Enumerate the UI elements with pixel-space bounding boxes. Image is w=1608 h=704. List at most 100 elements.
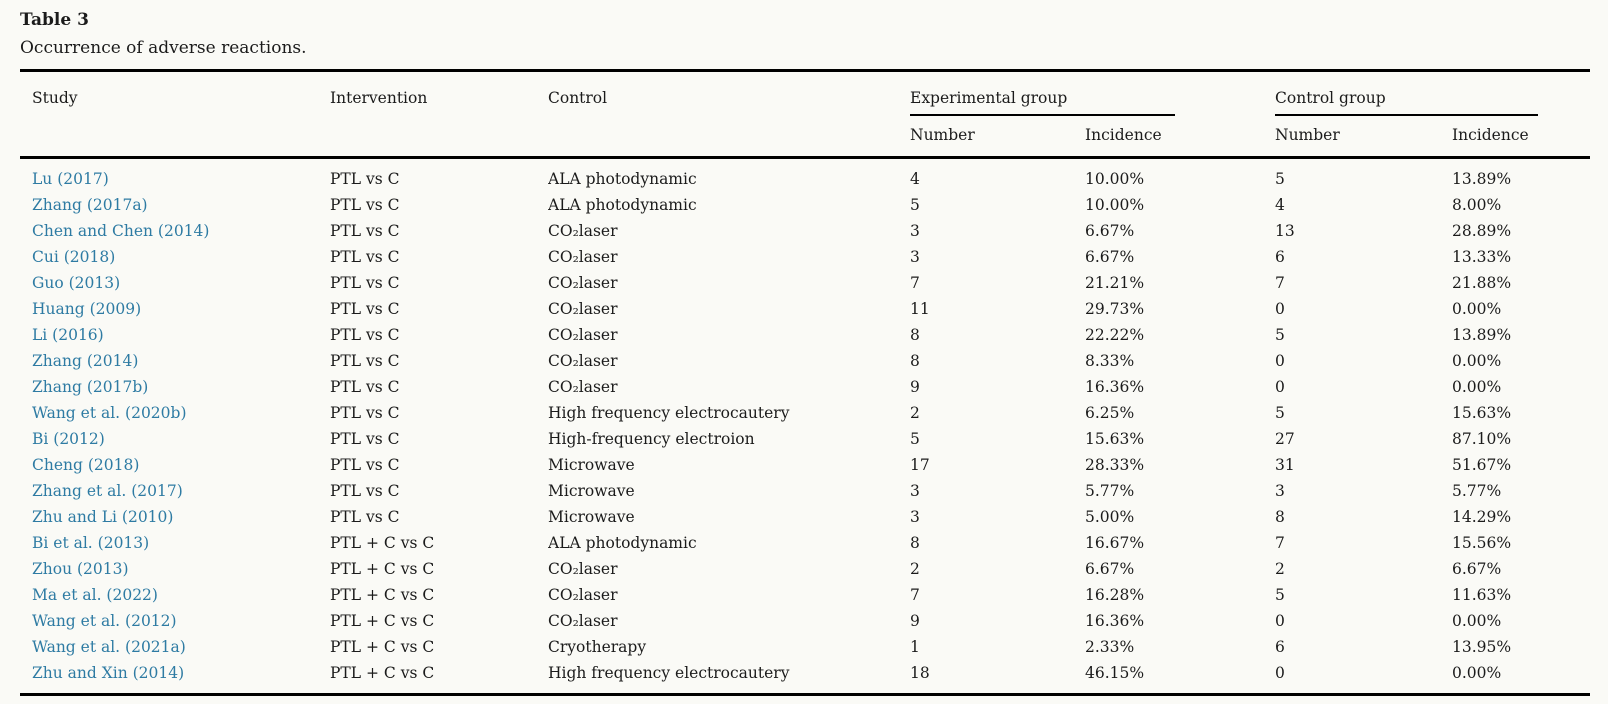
exp-number-cell: 5 (910, 196, 920, 214)
exp-number-cell: 7 (910, 274, 920, 292)
control-cell: CO₂laser (548, 586, 618, 604)
ctrl-number-cell: 0 (1275, 352, 1285, 370)
study-citation-link[interactable]: Zhang (2017b) (32, 378, 149, 396)
column-header-ctrl-incidence: Incidence (1452, 116, 1591, 159)
study-citation-link[interactable]: Guo (2013) (32, 274, 121, 292)
table-row: Zhu and Xin (2014) PTL + C vs C High fre… (20, 660, 1590, 695)
exp-number-cell: 2 (910, 560, 920, 578)
study-citation-link[interactable]: Zhang et al. (2017) (32, 482, 183, 500)
exp-incidence-cell: 16.67% (1085, 534, 1145, 552)
exp-incidence-cell: 22.22% (1085, 326, 1145, 344)
table-row: Cui (2018) PTL vs C CO₂laser 3 6.67% 6 1… (20, 244, 1590, 270)
study-citation-link[interactable]: Bi (2012) (32, 430, 105, 448)
table-row: Huang (2009) PTL vs C CO₂laser 11 29.73%… (20, 296, 1590, 322)
intervention-cell: PTL vs C (330, 274, 400, 292)
study-cell: Bi et al. (2013) (20, 530, 330, 556)
ctrl-incidence-cell: 13.89% (1452, 170, 1512, 188)
study-cell: Guo (2013) (20, 270, 330, 296)
study-cell: Wang et al. (2012) (20, 608, 330, 634)
intervention-cell: PTL + C vs C (330, 664, 435, 682)
control-cell: Cryotherapy (548, 638, 647, 656)
control-cell: CO₂laser (548, 326, 618, 344)
table-row: Wang et al. (2020b) PTL vs C High freque… (20, 400, 1590, 426)
exp-number-cell: 4 (910, 170, 920, 188)
study-citation-link[interactable]: Zhang (2014) (32, 352, 139, 370)
ctrl-number-cell: 6 (1275, 638, 1285, 656)
ctrl-incidence-cell: 0.00% (1452, 300, 1502, 318)
study-citation-link[interactable]: Wang et al. (2020b) (32, 404, 187, 422)
ctrl-number-cell: 5 (1275, 404, 1285, 422)
study-citation-link[interactable]: Zhu and Li (2010) (32, 508, 174, 526)
intervention-cell: PTL + C vs C (330, 586, 435, 604)
exp-number-cell: 9 (910, 378, 920, 396)
study-citation-link[interactable]: Lu (2017) (32, 170, 109, 188)
header-row-subcolumns: Number Incidence Number Incidence (20, 116, 1591, 159)
study-cell: Ma et al. (2022) (20, 582, 330, 608)
ctrl-number-cell: 5 (1275, 326, 1285, 344)
intervention-cell: PTL + C vs C (330, 612, 435, 630)
ctrl-incidence-cell: 15.63% (1452, 404, 1512, 422)
study-cell: Zhang et al. (2017) (20, 478, 330, 504)
exp-number-cell: 3 (910, 248, 920, 266)
study-citation-link[interactable]: Zhu and Xin (2014) (32, 664, 185, 682)
exp-incidence-cell: 21.21% (1085, 274, 1145, 292)
exp-number-cell: 1 (910, 638, 920, 656)
table-row: Cheng (2018) PTL vs C Microwave 17 28.33… (20, 452, 1590, 478)
exp-incidence-cell: 15.63% (1085, 430, 1145, 448)
study-citation-link[interactable]: Bi et al. (2013) (32, 534, 150, 552)
study-citation-link[interactable]: Li (2016) (32, 326, 104, 344)
ctrl-incidence-cell: 21.88% (1452, 274, 1512, 292)
study-cell: Huang (2009) (20, 296, 330, 322)
study-citation-link[interactable]: Cui (2018) (32, 248, 116, 266)
column-header-study: Study (20, 70, 330, 159)
table-row: Bi et al. (2013) PTL + C vs C ALA photod… (20, 530, 1590, 556)
ctrl-number-cell: 5 (1275, 170, 1285, 188)
ctrl-number-cell: 13 (1275, 222, 1295, 240)
exp-incidence-cell: 6.67% (1085, 222, 1135, 240)
control-cell: CO₂laser (548, 560, 618, 578)
exp-incidence-cell: 10.00% (1085, 170, 1145, 188)
ctrl-incidence-cell: 5.77% (1452, 482, 1502, 500)
study-citation-link[interactable]: Wang et al. (2012) (32, 612, 177, 630)
ctrl-incidence-cell: 51.67% (1452, 456, 1512, 474)
exp-incidence-cell: 29.73% (1085, 300, 1145, 318)
ctrl-incidence-cell: 8.00% (1452, 196, 1502, 214)
ctrl-incidence-cell: 6.67% (1452, 560, 1502, 578)
table-caption: Occurrence of adverse reactions. (20, 38, 307, 58)
study-cell: Cheng (2018) (20, 452, 330, 478)
intervention-cell: PTL vs C (330, 508, 400, 526)
intervention-cell: PTL vs C (330, 196, 400, 214)
study-citation-link[interactable]: Ma et al. (2022) (32, 586, 158, 604)
control-cell: High frequency electrocautery (548, 404, 790, 422)
exp-incidence-cell: 8.33% (1085, 352, 1135, 370)
header-row-groups: Study Intervention Control Experimental … (20, 70, 1590, 159)
study-cell: Bi (2012) (20, 426, 330, 452)
study-citation-link[interactable]: Wang et al. (2021a) (32, 638, 186, 656)
exp-number-cell: 3 (910, 222, 920, 240)
study-citation-link[interactable]: Chen and Chen (2014) (32, 222, 210, 240)
control-group-label: Control group (1275, 89, 1386, 107)
study-citation-link[interactable]: Cheng (2018) (32, 456, 140, 474)
experimental-group-label: Experimental group (910, 89, 1068, 107)
study-cell: Zhu and Li (2010) (20, 504, 330, 530)
control-cell: CO₂laser (548, 248, 618, 266)
intervention-cell: PTL vs C (330, 170, 400, 188)
study-citation-link[interactable]: Huang (2009) (32, 300, 142, 318)
study-citation-link[interactable]: Zhou (2013) (32, 560, 129, 578)
study-cell: Zhang (2014) (20, 348, 330, 374)
intervention-cell: PTL vs C (330, 326, 400, 344)
intervention-cell: PTL vs C (330, 430, 400, 448)
ctrl-incidence-cell: 14.29% (1452, 508, 1512, 526)
ctrl-number-cell: 8 (1275, 508, 1285, 526)
ctrl-number-cell: 5 (1275, 586, 1285, 604)
table-body: Lu (2017) PTL vs C ALA photodynamic 4 10… (20, 158, 1590, 695)
exp-incidence-cell: 6.25% (1085, 404, 1135, 422)
table-row: Guo (2013) PTL vs C CO₂laser 7 21.21% 7 … (20, 270, 1590, 296)
control-cell: ALA photodynamic (548, 170, 697, 188)
exp-incidence-cell: 6.67% (1085, 248, 1135, 266)
ctrl-incidence-cell: 28.89% (1452, 222, 1512, 240)
exp-number-cell: 11 (910, 300, 930, 318)
exp-number-cell: 8 (910, 326, 920, 344)
ctrl-number-cell: 0 (1275, 300, 1285, 318)
study-citation-link[interactable]: Zhang (2017a) (32, 196, 148, 214)
